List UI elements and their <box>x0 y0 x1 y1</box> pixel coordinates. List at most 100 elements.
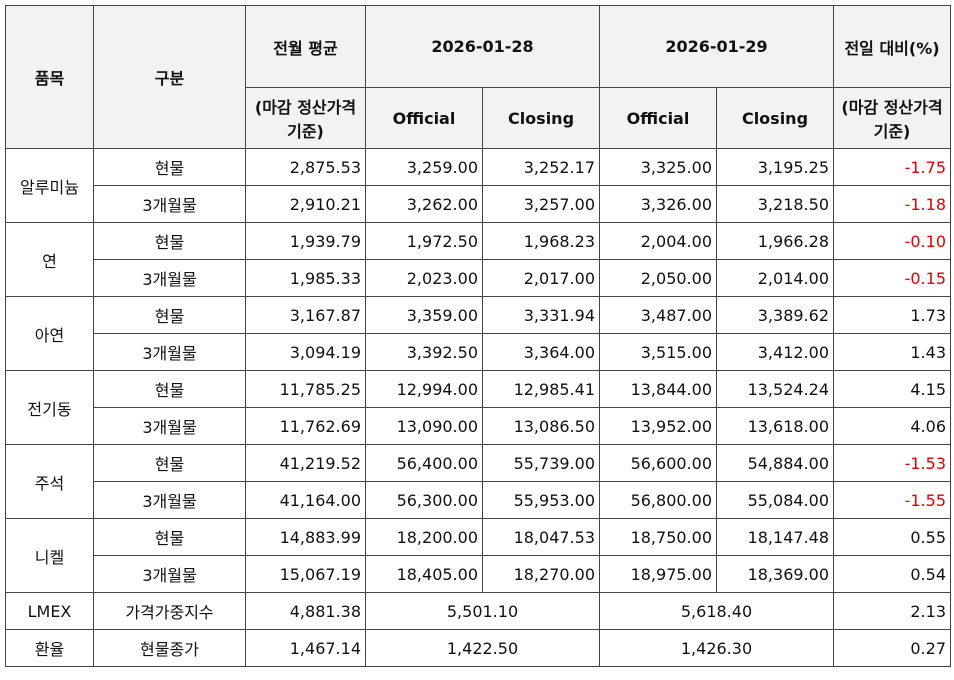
table-row: 연 현물 1,939.79 1,972.50 1,968.23 2,004.00 1,966… <box>5 222 951 297</box>
header-cell: 전일 대비(%) <box>833 5 951 88</box>
table-row: 3개월물 1,985.33 2,023.00 2,017.00 2,050.00 2,01… <box>6 259 951 297</box>
table-cell: 3개월물 <box>93 555 246 593</box>
table-cell: 1,422.50 <box>365 629 600 667</box>
table-cell: 3,515.00 <box>599 333 717 371</box>
table-cell: 3,262.00 <box>365 185 483 223</box>
table-cell: 현물 <box>93 296 246 334</box>
table-cell: 1.73 <box>833 296 951 334</box>
table-cell: -1.75 <box>833 148 951 186</box>
table-cell: 3,094.19 <box>245 333 366 371</box>
table-cell: 56,600.00 <box>599 444 717 482</box>
table-cell: 54,884.00 <box>716 444 834 482</box>
table-cell: 현물 <box>93 148 246 186</box>
header-cell: 품목 <box>5 5 94 149</box>
table-cell: 2,017.00 <box>482 259 600 297</box>
table-cell: 18,975.00 <box>599 555 717 593</box>
table-cell: 1,966.28 <box>716 222 834 260</box>
table-cell: 3,167.87 <box>245 296 366 334</box>
table-cell: 13,090.00 <box>365 407 483 445</box>
table-cell: 3개월물 <box>93 259 246 297</box>
table-cell: 주석 <box>5 444 94 519</box>
table-cell: 3개월물 <box>93 185 246 223</box>
header-cell: (마감 정산가격 기준) <box>833 87 951 149</box>
table-body: 알루미늄 현물 2,875.53 3,259.00 3,252.17 3,325.00 3,… <box>5 148 951 667</box>
header-cell: (마감 정산가격 기준) <box>245 87 366 149</box>
table-cell: 5,501.10 <box>365 592 600 630</box>
table-cell: 아연 <box>5 296 94 371</box>
table-cell: 3,392.50 <box>365 333 483 371</box>
price-table: 품목 구분 전월 평균 2026-01-28 2026-01-29 전일 대비(… <box>5 5 951 667</box>
table-cell: 3개월물 <box>93 481 246 519</box>
table-cell: 3,257.00 <box>482 185 600 223</box>
table-cell: 알루미늄 <box>5 148 94 223</box>
table-cell: 1,968.23 <box>482 222 600 260</box>
table-cell: 현물종가 <box>93 629 246 667</box>
table-row: 알루미늄 현물 2,875.53 3,259.00 3,252.17 3,325.00 3,… <box>5 148 951 223</box>
table-cell: 2,023.00 <box>365 259 483 297</box>
table-cell: 13,618.00 <box>716 407 834 445</box>
table-cell: 55,953.00 <box>482 481 600 519</box>
table-row: 3개월물 3,094.19 3,392.50 3,364.00 3,515.00 3,41… <box>6 333 951 371</box>
table-cell: 3,325.00 <box>599 148 717 186</box>
table-cell: 56,400.00 <box>365 444 483 482</box>
table-row: 3개월물 2,910.21 3,262.00 3,257.00 3,326.00 3,21… <box>6 185 951 223</box>
table-cell: 연 <box>5 222 94 297</box>
table-cell: -0.15 <box>833 259 951 297</box>
header-cell: Closing <box>482 87 600 149</box>
table-cell: 0.55 <box>833 518 951 556</box>
table-cell: LMEX <box>5 592 94 630</box>
table-cell: -1.18 <box>833 185 951 223</box>
table-cell: 12,985.41 <box>482 370 600 408</box>
table-cell: 1,985.33 <box>245 259 366 297</box>
table-row: 주석 현물 41,219.52 56,400.00 55,739.00 56,600.00… <box>5 444 951 519</box>
table-cell: 18,047.53 <box>482 518 600 556</box>
table-row: 3개월물 15,067.19 18,405.00 18,270.00 18,975.00… <box>6 555 951 593</box>
table-cell: 18,147.48 <box>716 518 834 556</box>
table-cell: 18,405.00 <box>365 555 483 593</box>
table-cell: 41,164.00 <box>245 481 366 519</box>
table-cell: 18,369.00 <box>716 555 834 593</box>
table-cell: 3,326.00 <box>599 185 717 223</box>
table-cell: 13,086.50 <box>482 407 600 445</box>
table-cell: 가격가중지수 <box>93 592 246 630</box>
table-cell: 3,364.00 <box>482 333 600 371</box>
table-cell: 4,881.38 <box>245 592 366 630</box>
table-cell: 2,004.00 <box>599 222 717 260</box>
table-cell: 13,524.24 <box>716 370 834 408</box>
table-row: LMEX 가격가중지수 4,881.38 5,501.10 5,618.40 2.13 <box>5 592 951 630</box>
table-row: 3개월물 41,164.00 56,300.00 55,953.00 56,800.00… <box>6 481 951 519</box>
table-cell: 1,426.30 <box>599 629 834 667</box>
table-row: 전기동 현물 11,785.25 12,994.00 12,985.41 13,844.0… <box>5 370 951 445</box>
table-cell: 41,219.52 <box>245 444 366 482</box>
header-cell: 전월 평균 <box>245 5 366 88</box>
table-row: 아연 현물 3,167.87 3,359.00 3,331.94 3,487.00 3,38… <box>5 296 951 371</box>
table-cell: 56,300.00 <box>365 481 483 519</box>
table-cell: 13,952.00 <box>599 407 717 445</box>
table-cell: 3개월물 <box>93 333 246 371</box>
table-cell: 15,067.19 <box>245 555 366 593</box>
table-cell: 0.54 <box>833 555 951 593</box>
table-cell: 11,785.25 <box>245 370 366 408</box>
table-cell: 12,994.00 <box>365 370 483 408</box>
header-cell: 구분 <box>93 5 246 149</box>
table-cell: 3,195.25 <box>716 148 834 186</box>
table-cell: 18,200.00 <box>365 518 483 556</box>
table-cell: 현물 <box>93 518 246 556</box>
table-cell: 4.06 <box>833 407 951 445</box>
table-cell: 3,487.00 <box>599 296 717 334</box>
table-cell: 55,739.00 <box>482 444 600 482</box>
header-cell: 2026-01-29 <box>599 5 834 88</box>
table-cell: 2.13 <box>833 592 951 630</box>
table-cell: -0.10 <box>833 222 951 260</box>
table-cell: 3,259.00 <box>365 148 483 186</box>
table-row: 환율 현물종가 1,467.14 1,422.50 1,426.30 0.27 <box>5 629 951 667</box>
table-cell: -1.55 <box>833 481 951 519</box>
table-cell: 3,331.94 <box>482 296 600 334</box>
table-row: 니켈 현물 14,883.99 18,200.00 18,047.53 18,750.00… <box>5 518 951 593</box>
table-cell: 11,762.69 <box>245 407 366 445</box>
table-cell: 3,412.00 <box>716 333 834 371</box>
header-cell: Official <box>599 87 717 149</box>
table-cell: 3,218.50 <box>716 185 834 223</box>
table-cell: 14,883.99 <box>245 518 366 556</box>
